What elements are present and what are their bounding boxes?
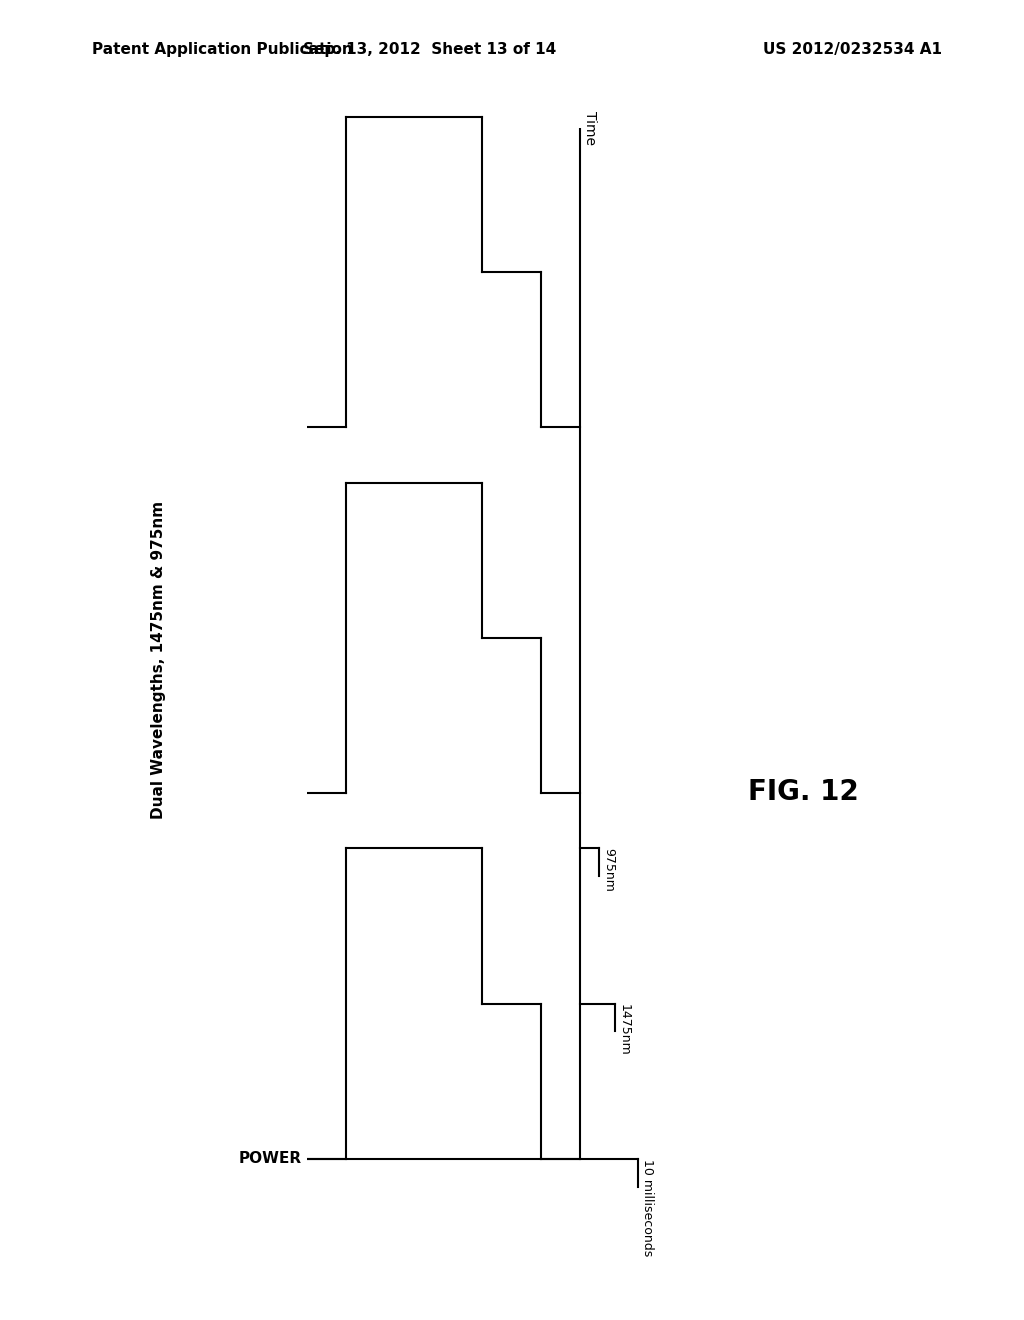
Text: POWER: POWER [239, 1151, 301, 1167]
Text: Dual Wavelengths, 1475nm & 975nm: Dual Wavelengths, 1475nm & 975nm [152, 500, 166, 820]
Text: 10 milliseconds: 10 milliseconds [641, 1159, 654, 1257]
Text: FIG. 12: FIG. 12 [748, 777, 858, 807]
Text: Patent Application Publication: Patent Application Publication [92, 42, 353, 57]
Text: 1475nm: 1475nm [617, 1003, 631, 1056]
Text: Time: Time [584, 111, 597, 145]
Text: Sep. 13, 2012  Sheet 13 of 14: Sep. 13, 2012 Sheet 13 of 14 [303, 42, 557, 57]
Text: 975nm: 975nm [602, 849, 615, 892]
Text: US 2012/0232534 A1: US 2012/0232534 A1 [763, 42, 942, 57]
